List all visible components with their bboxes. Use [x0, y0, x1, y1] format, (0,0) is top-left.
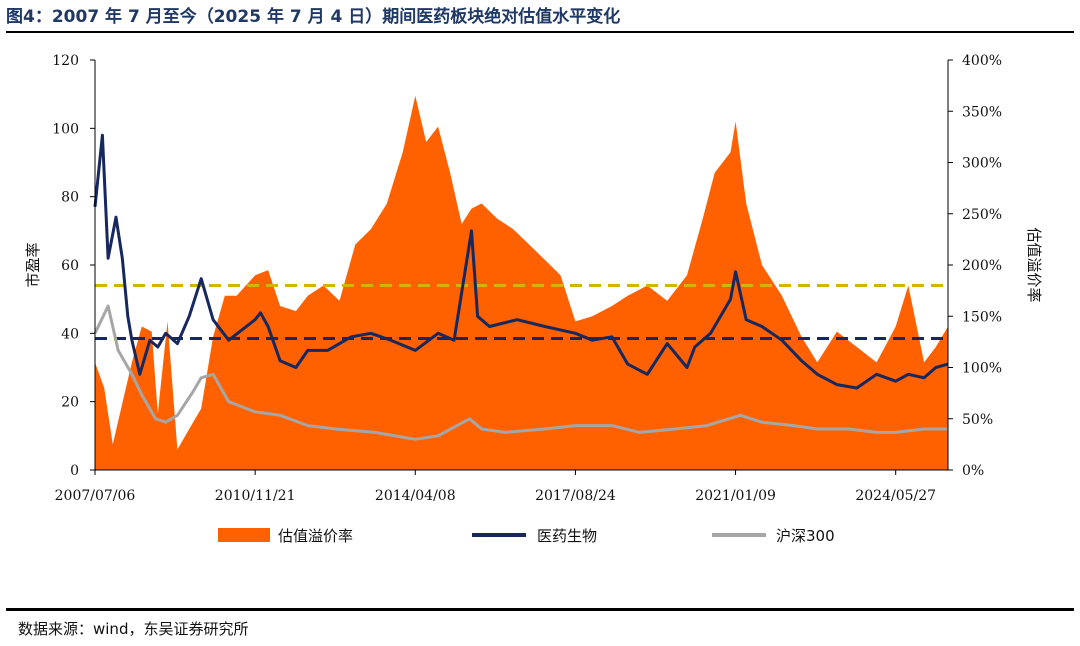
legend-label-premium: 估值溢价率	[278, 527, 353, 545]
right-tick-label: 350%	[962, 104, 1002, 120]
left-tick-label: 120	[52, 53, 79, 69]
legend-label-hs300: 沪深300	[776, 527, 835, 545]
legend-swatch-premium	[218, 528, 270, 542]
reference-lines	[95, 284, 948, 340]
axes: 0 20 40 60 80 100 120 0% 50% 100% 150% 200% 250% 300%…	[52, 53, 1002, 504]
right-tick-label: 150%	[962, 309, 1002, 325]
bottom-rule	[6, 608, 1074, 611]
source-note: 数据来源：wind，东吴证券研究所	[18, 620, 249, 638]
right-axis-title: 估值溢价率	[1025, 227, 1043, 302]
left-tick-label: 20	[61, 395, 79, 411]
right-tick-label: 50%	[962, 412, 993, 428]
left-tick-label: 0	[70, 463, 79, 479]
hs300-line	[93, 304, 948, 441]
x-tick-label: 2010/11/21	[215, 488, 296, 504]
premium-area-layer	[95, 95, 948, 471]
right-tick-label: 400%	[962, 53, 1002, 69]
pharma-line	[93, 133, 949, 390]
series-lines	[93, 133, 949, 441]
premium-chart: 0 20 40 60 80 100 120 0% 50% 100% 150% 200% 250% 300%…	[24, 53, 1043, 545]
right-tick-label: 100%	[962, 361, 1002, 377]
x-tick-label: 2017/08/24	[535, 488, 616, 504]
x-tick-label: 2007/07/06	[55, 488, 136, 504]
legend: 估值溢价率 医药生物 沪深300	[218, 527, 835, 545]
right-tick-label: 300%	[962, 156, 1002, 172]
left-tick-label: 60	[61, 258, 79, 274]
legend-label-pharma: 医药生物	[537, 527, 597, 545]
figure-title: 图4：2007 年 7 月至今（2025 年 7 月 4 日）期间医药板块绝对估…	[6, 7, 621, 27]
left-tick-label: 40	[61, 326, 79, 342]
premium-area	[95, 95, 948, 471]
right-tick-label: 250%	[962, 207, 1002, 223]
top-rule	[6, 31, 1074, 33]
x-tick-label: 2014/04/08	[375, 488, 456, 504]
x-tick-label: 2024/05/27	[855, 488, 936, 504]
right-tick-label: 0%	[962, 463, 984, 479]
left-axis-title: 市盈率	[24, 242, 42, 287]
left-tick-label: 100	[52, 121, 79, 137]
right-tick-label: 200%	[962, 258, 1002, 274]
x-tick-label: 2021/01/09	[695, 488, 776, 504]
left-tick-label: 80	[61, 190, 79, 206]
